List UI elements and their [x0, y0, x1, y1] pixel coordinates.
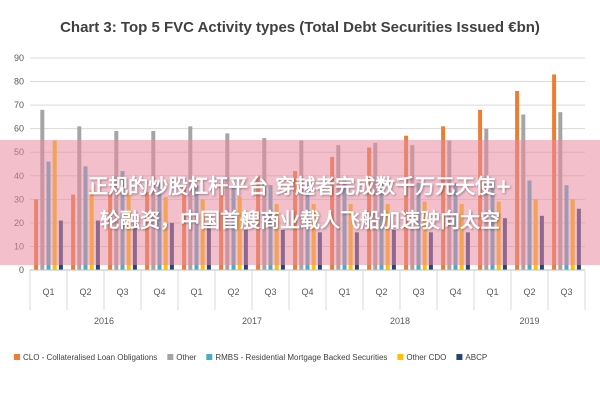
x-tick-label: Q1 [190, 287, 202, 297]
year-label: 2017 [242, 316, 262, 326]
x-tick-label: Q4 [449, 287, 461, 297]
x-tick-label: Q3 [412, 287, 424, 297]
x-tick-label: Q2 [227, 287, 239, 297]
x-tick-label: Q3 [264, 287, 276, 297]
legend-swatch [456, 354, 463, 360]
x-tick-label: Q1 [338, 287, 350, 297]
y-tick-label: 0 [19, 265, 24, 275]
legend-swatch [206, 354, 213, 360]
legend-label: ABCP [465, 353, 487, 362]
legend-swatch [14, 354, 20, 360]
year-label: 2018 [390, 316, 410, 326]
x-axis: Q1 Q2 Q3 Q4 Q1 Q2 Q3 Q4 Q1 Q2 Q3 Q4 Q1 Q2 Q3 2016 2017 20… [29, 269, 586, 326]
x-tick-label: Q4 [301, 287, 313, 297]
promo-overlay-banner[interactable]: 正规的炒股杠杆平台 穿越者完成数千万元天使+ 轮融资，中国首艘商业载人飞船加速驶… [0, 140, 600, 265]
x-tick-label: Q4 [153, 287, 165, 297]
x-tick-label: Q3 [560, 287, 572, 297]
y-tick-label: 60 [14, 124, 24, 134]
x-tick-label: Q3 [116, 287, 128, 297]
y-tick-label: 80 [14, 77, 24, 87]
legend-label: RMBS - Residential Mortgage Backed Secur… [215, 353, 387, 362]
x-tick-label: Q1 [486, 287, 498, 297]
legend-swatch [167, 354, 174, 360]
x-tick-label: Q2 [375, 287, 387, 297]
chart-title: Chart 3: Top 5 FVC Activity types (Total… [60, 19, 540, 36]
overlay-line-2: 轮融资，中国首艘商业载人飞船加速驶向太空 [100, 207, 500, 232]
x-tick-label: Q2 [79, 287, 91, 297]
x-tick-label: Q1 [42, 287, 54, 297]
legend-swatch [397, 354, 404, 360]
overlay-line-1: 正规的炒股杠杆平台 穿越者完成数千万元天使+ [88, 173, 512, 198]
legend-label: Other CDO [406, 353, 446, 362]
year-label: 2016 [94, 316, 114, 326]
legend-label: Other [176, 353, 196, 362]
y-tick-label: 70 [14, 100, 24, 110]
legend: CLO - Collateralised Loan Obligations Oth… [14, 353, 487, 362]
legend-label: CLO - Collateralised Loan Obligations [23, 353, 157, 362]
year-label: 2019 [519, 316, 539, 326]
x-tick-label: Q2 [523, 287, 535, 297]
y-tick-label: 90 [14, 53, 24, 63]
